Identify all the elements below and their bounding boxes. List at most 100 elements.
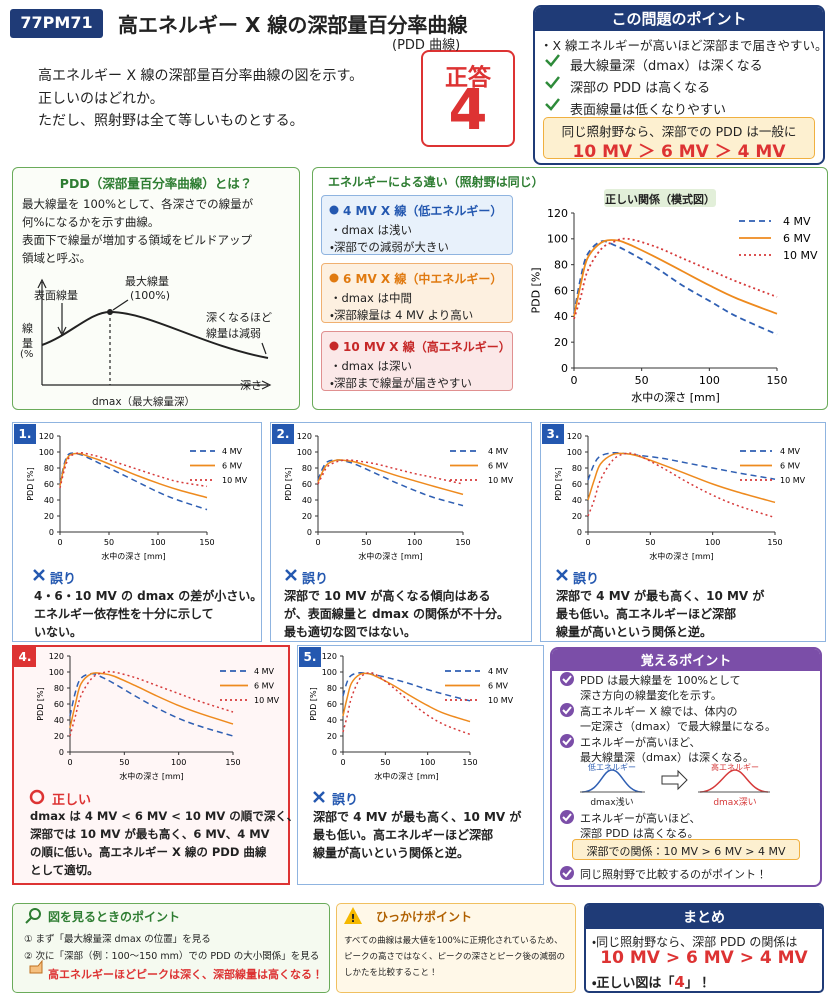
y-axis-label: PDD [%]: [284, 467, 293, 501]
y-tick-label: 100: [49, 668, 64, 677]
series-line: [587, 452, 776, 519]
y-tick-label: 60: [554, 284, 568, 297]
memory-item: 一定深さ（dmax）で最大線量になる。: [580, 720, 776, 733]
option-number: 1.: [14, 424, 36, 444]
x-tick-label: 0: [67, 758, 72, 767]
memory-item: 深部 PDD は高くなる。: [580, 827, 699, 840]
y-tick-label: 20: [54, 732, 64, 741]
option-text: 最も低い。高エネルギーほど深部: [313, 828, 494, 842]
y-tick-label: 120: [297, 432, 312, 441]
figpoint-box: [12, 903, 330, 993]
diagram-xlabel: 深さ: [240, 379, 262, 392]
y-axis-label: PDD [%]: [529, 267, 542, 313]
diagram-ylabel: (%: [20, 349, 34, 360]
x-axis-label: 水中の深さ [mm]: [119, 771, 183, 781]
option-text: 深部では 10 MV が最も高く、6 MV、4 MV: [30, 827, 270, 841]
code-badge: [10, 9, 103, 38]
point-header: [535, 7, 823, 31]
subtitle: (PDD 曲線): [392, 38, 461, 53]
y-tick-label: 0: [307, 528, 312, 537]
memory-header: [552, 649, 820, 671]
legend-label: 10 MV: [254, 696, 280, 705]
memory-box: [550, 647, 822, 887]
option-number: 4.: [14, 647, 36, 667]
y-tick-label: 100: [322, 668, 337, 677]
verdict: 正しい: [52, 793, 92, 808]
option-text: 深部で 4 MV が最も高く、10 MV が: [556, 589, 765, 603]
legend-label: 6 MV: [222, 461, 243, 470]
energy-box: [312, 167, 828, 410]
diagram-label: 線量は減弱: [206, 327, 261, 340]
series-line: [59, 452, 208, 511]
point-box: [533, 5, 825, 165]
y-tick-label: 60: [327, 700, 337, 709]
option-chart: 0 20 40 60 80 100 120 0 50 100 150 水中の深さ [mm] PDD [%…: [26, 432, 247, 561]
option-text: 深部で 10 MV が高くなる傾向はある: [284, 589, 491, 603]
x-axis-label: 水中の深さ [mm]: [631, 391, 720, 404]
option-text: 最も適切な図ではない。: [284, 625, 417, 639]
y-tick-label: 100: [547, 233, 568, 246]
group-heading: 6 MV X 線（中エネルギー）: [343, 272, 503, 286]
y-tick-label: 80: [44, 464, 54, 473]
point-note: 同じ照射野なら、深部での PDD は一般に: [561, 124, 797, 139]
x-tick-label: 0: [315, 538, 320, 547]
x-tick-label: 50: [645, 538, 655, 547]
diagram-ylabel: 線: [22, 322, 33, 335]
mini-label: 高エネルギー: [711, 763, 759, 772]
group-item: ・深部線量は 4 MV より高い: [330, 308, 474, 322]
option-text: いない。: [34, 625, 83, 639]
diagram-dmax: dmax（最大線量深）: [92, 396, 196, 408]
legend-label: 6 MV: [488, 461, 509, 470]
option-text: として適切。: [30, 863, 99, 877]
y-tick-label: 80: [554, 259, 568, 272]
x-tick-label: 100: [407, 538, 422, 547]
series-line: [573, 237, 778, 320]
point-lead: ・X 線エネルギーが高いほど深部まで届きやすい。: [540, 38, 828, 53]
mini-label: dmax浅い: [590, 798, 634, 808]
legend-label: 4 MV: [254, 667, 275, 676]
y-tick-label: 120: [567, 432, 582, 441]
trap-text: しかたを比較すること！: [344, 968, 438, 978]
y-tick-label: 40: [572, 496, 582, 505]
verdict: 誤り: [50, 572, 77, 587]
group-box: [321, 263, 513, 323]
option-text: 深部で 4 MV が最も高く、10 MV が: [313, 810, 522, 824]
verdict: 誤り: [332, 793, 359, 808]
x-tick-label: 100: [705, 538, 720, 547]
legend-label: 10 MV: [783, 249, 818, 262]
figpoint-item: ② 次に「深部（例：100〜150 mm）での PDD の大小関係」を見る: [24, 951, 320, 962]
y-tick-label: 120: [322, 652, 337, 661]
y-tick-label: 40: [44, 496, 54, 505]
title: 高エネルギー X 線の深部量百分率曲線: [118, 13, 468, 37]
series-line: [69, 671, 234, 729]
diagram-label: (100%): [130, 289, 171, 302]
y-tick-label: 100: [39, 448, 54, 457]
pdd-text: 表面下で線量が増加する領域をビルドアップ: [22, 233, 252, 247]
series-line: [587, 452, 776, 504]
option-chart: 0 20 40 60 80 100 120 0 50 100 150 水中の深さ [mm] PDD [%…: [309, 652, 513, 781]
figpoint-title: 図を見るときのポイント: [48, 910, 181, 924]
y-tick-label: 20: [302, 512, 312, 521]
series-line: [342, 671, 471, 702]
x-tick-label: 100: [150, 538, 165, 547]
option-chart: 0 20 40 60 80 100 120 0 50 100 150 水中の深さ [mm] PDD [%…: [554, 432, 805, 561]
x-tick-label: 50: [104, 538, 114, 547]
chart-title: 正しい関係（模式図）: [605, 193, 715, 206]
dot: [329, 205, 339, 215]
option-number: 3.: [542, 424, 564, 444]
series-line: [342, 672, 471, 723]
trap-title: ひっかけポイント: [376, 910, 473, 924]
option-text: が、表面線量と dmax の関係が不十分。: [284, 607, 510, 621]
series-line: [59, 451, 208, 489]
question-line: ただし、照射野は全て等しいものとする。: [38, 113, 304, 129]
answer-pre: ・正しい図は「: [592, 976, 675, 991]
series-line: [317, 459, 464, 485]
legend-label: 6 MV: [254, 681, 275, 690]
question-line: 高エネルギー X 線の深部量百分率曲線の図を示す。: [38, 68, 364, 84]
y-axis-label: PDD [%]: [36, 687, 45, 721]
option-text: dmax は 4 MV < 6 MV < 10 MV の順で深く、: [30, 809, 299, 823]
y-tick-label: 80: [572, 464, 582, 473]
memory-relation: 深部での関係：10 MV > 6 MV > 4 MV: [586, 845, 786, 858]
y-tick-label: 0: [561, 362, 568, 375]
